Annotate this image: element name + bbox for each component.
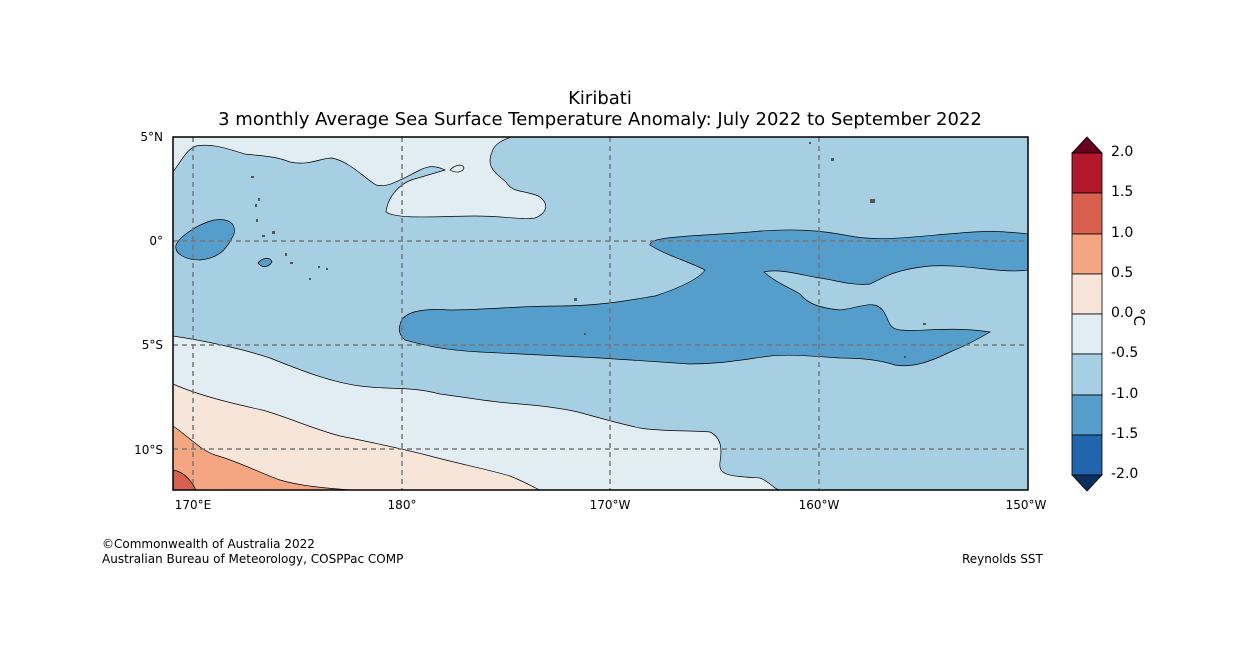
anomaly-band-0.0 — [172, 383, 541, 491]
colorbar-segment-0.5 — [1071, 233, 1103, 275]
colorbar-segment-neg1.0 — [1071, 353, 1103, 396]
colorbar-label-0.0: 0.0 — [1111, 305, 1134, 321]
island-markers — [251, 142, 926, 358]
map-title: Kiribati — [568, 88, 632, 109]
colorbar-unit: °C — [1130, 308, 1148, 326]
colorbar-label-1.0: 1.0 — [1111, 225, 1134, 241]
lon-label-170e: 170°E — [174, 498, 212, 512]
colorbar-label-neg2.0: -2.0 — [1111, 466, 1139, 482]
colorbar-label-2.0: 2.0 — [1111, 144, 1134, 160]
map-frame — [172, 136, 1029, 491]
colorbar-label-0.5: 0.5 — [1111, 265, 1134, 281]
colorbar — [1071, 136, 1103, 492]
lon-label-150w: 150°W — [1005, 498, 1047, 512]
colorbar-label-neg1.0: -1.0 — [1111, 386, 1139, 402]
anomaly-band-neg0.5-north — [172, 136, 546, 219]
colorbar-segment-neg2.0 — [1071, 434, 1103, 476]
colorbar-segment-neg0.5 — [1071, 313, 1103, 355]
colorbar-label-neg1.5: -1.5 — [1111, 426, 1139, 442]
map-subtitle: 3 monthly Average Sea Surface Temperatur… — [218, 109, 982, 130]
colorbar-under-triangle — [1071, 474, 1103, 492]
lat-label-0: 0° — [149, 234, 163, 248]
colorbar-label-1.5: 1.5 — [1111, 184, 1134, 200]
anomaly-band-neg0.5-islet — [449, 164, 465, 173]
lat-label-5n: 5°N — [140, 130, 163, 144]
anomaly-band-neg1.5-west — [175, 219, 235, 261]
colorbar-over-triangle — [1071, 136, 1103, 154]
anomaly-band-neg1.5-islet — [257, 258, 273, 267]
copyright-text: ©Commonwealth of Australia 2022 — [102, 537, 315, 551]
data-source-text: Reynolds SST — [962, 552, 1043, 566]
anomaly-band-neg1.5-central — [398, 229, 1029, 367]
grid-lines — [173, 137, 1028, 490]
agency-text: Australian Bureau of Meteorology, COSPPa… — [102, 552, 404, 566]
lon-label-180: 180° — [387, 498, 417, 512]
anomaly-band-0.5 — [172, 425, 351, 491]
colorbar-label-neg0.5: -0.5 — [1111, 345, 1139, 361]
colorbar-segment-0.0 — [1071, 273, 1103, 315]
colorbar-segment-1.0 — [1071, 192, 1103, 235]
colorbar-segment-1.5 — [1071, 152, 1103, 194]
colorbar-segment-neg1.5 — [1071, 394, 1103, 436]
lat-label-10s: 10°S — [134, 443, 163, 457]
lon-label-170w: 170°W — [589, 498, 631, 512]
lat-label-5s: 5°S — [141, 338, 163, 352]
lon-label-160w: 160°W — [798, 498, 840, 512]
